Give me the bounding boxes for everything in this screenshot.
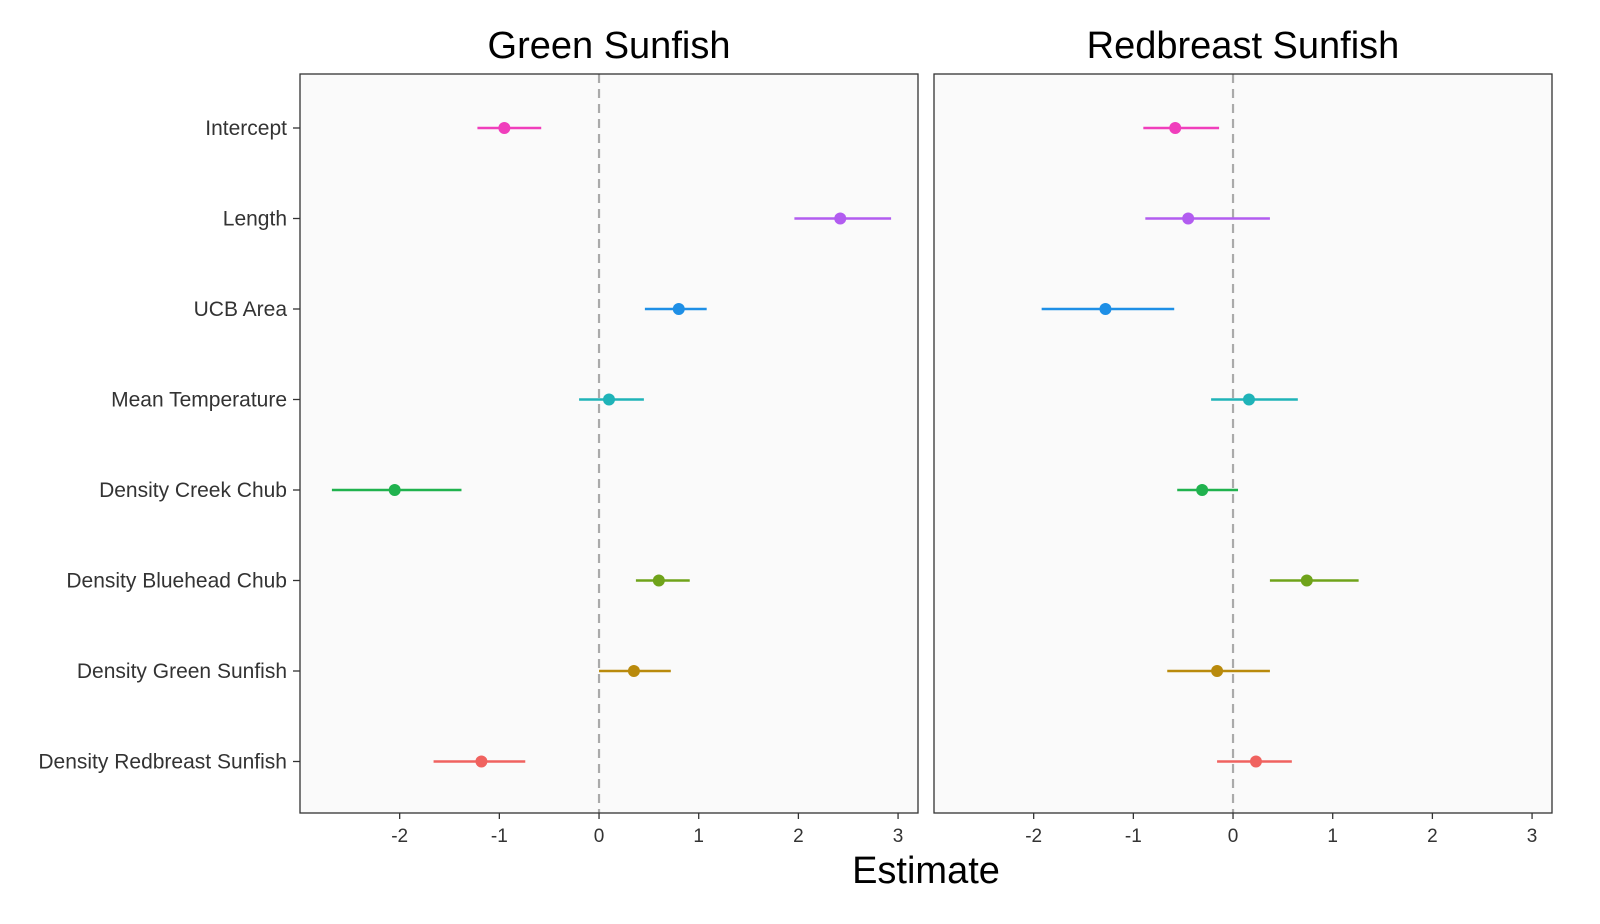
estimate-point [1211,665,1224,677]
y-axis: Intercept Length UCB Area Mean Temperature D… [38,117,300,774]
panel-title: Redbreast Sunfish [1087,25,1400,67]
estimate-point [603,393,615,406]
x-tick-label: 3 [1527,826,1538,847]
x-tick-label: 2 [793,826,804,847]
estimate-point [1182,212,1195,225]
x-tick-label: -2 [1025,826,1042,847]
estimate-point [498,122,511,134]
estimate-point [388,484,401,496]
panel-title: Green Sunfish [488,25,731,67]
panel-background [300,74,918,813]
x-axis: -2 -1 0 1 2 3 [391,813,903,847]
x-tick-label: 3 [893,826,904,847]
estimate-point [652,574,665,587]
x-tick-label: 0 [1228,826,1239,847]
panel-border [299,73,919,814]
y-tick-label: Length [223,208,287,231]
estimate-point [1169,122,1182,134]
estimate-point [1249,755,1262,768]
x-tick-label: -2 [391,826,408,847]
estimate-point [627,665,640,677]
x-tick-label: -1 [491,826,508,847]
estimate-point [1300,574,1313,587]
estimate-point [1099,303,1112,315]
y-tick-label: Mean Temperature [111,389,287,412]
estimate-point [475,755,488,768]
x-axis-title: Estimate [852,850,1000,892]
x-tick-label: -1 [1125,826,1142,847]
y-tick-label: Density Creek Chub [99,479,287,502]
panel-background [934,74,1552,813]
y-tick-label: Density Green Sunfish [77,660,287,683]
panel-redbreast-sunfish: Redbreast Sunfish -2 -1 0 1 2 3 [933,25,1553,847]
panel-border [933,73,1553,814]
estimate-point [1242,393,1255,406]
x-tick-label: 1 [1327,826,1338,847]
y-tick-label: Intercept [205,117,287,140]
estimate-point [672,303,685,315]
x-tick-label: 1 [693,826,704,847]
estimate-point [1196,484,1209,496]
estimate-point [834,212,847,225]
x-tick-label: 0 [594,826,605,847]
y-tick-label: Density Bluehead Chub [66,570,287,593]
x-tick-label: 2 [1427,826,1438,847]
y-tick-label: UCB Area [194,298,288,321]
x-axis: -2 -1 0 1 2 3 [1025,813,1537,847]
y-tick-label: Density Redbreast Sunfish [38,751,287,774]
panel-green-sunfish: Green Sunfish -2 -1 0 1 2 3 [299,25,919,847]
